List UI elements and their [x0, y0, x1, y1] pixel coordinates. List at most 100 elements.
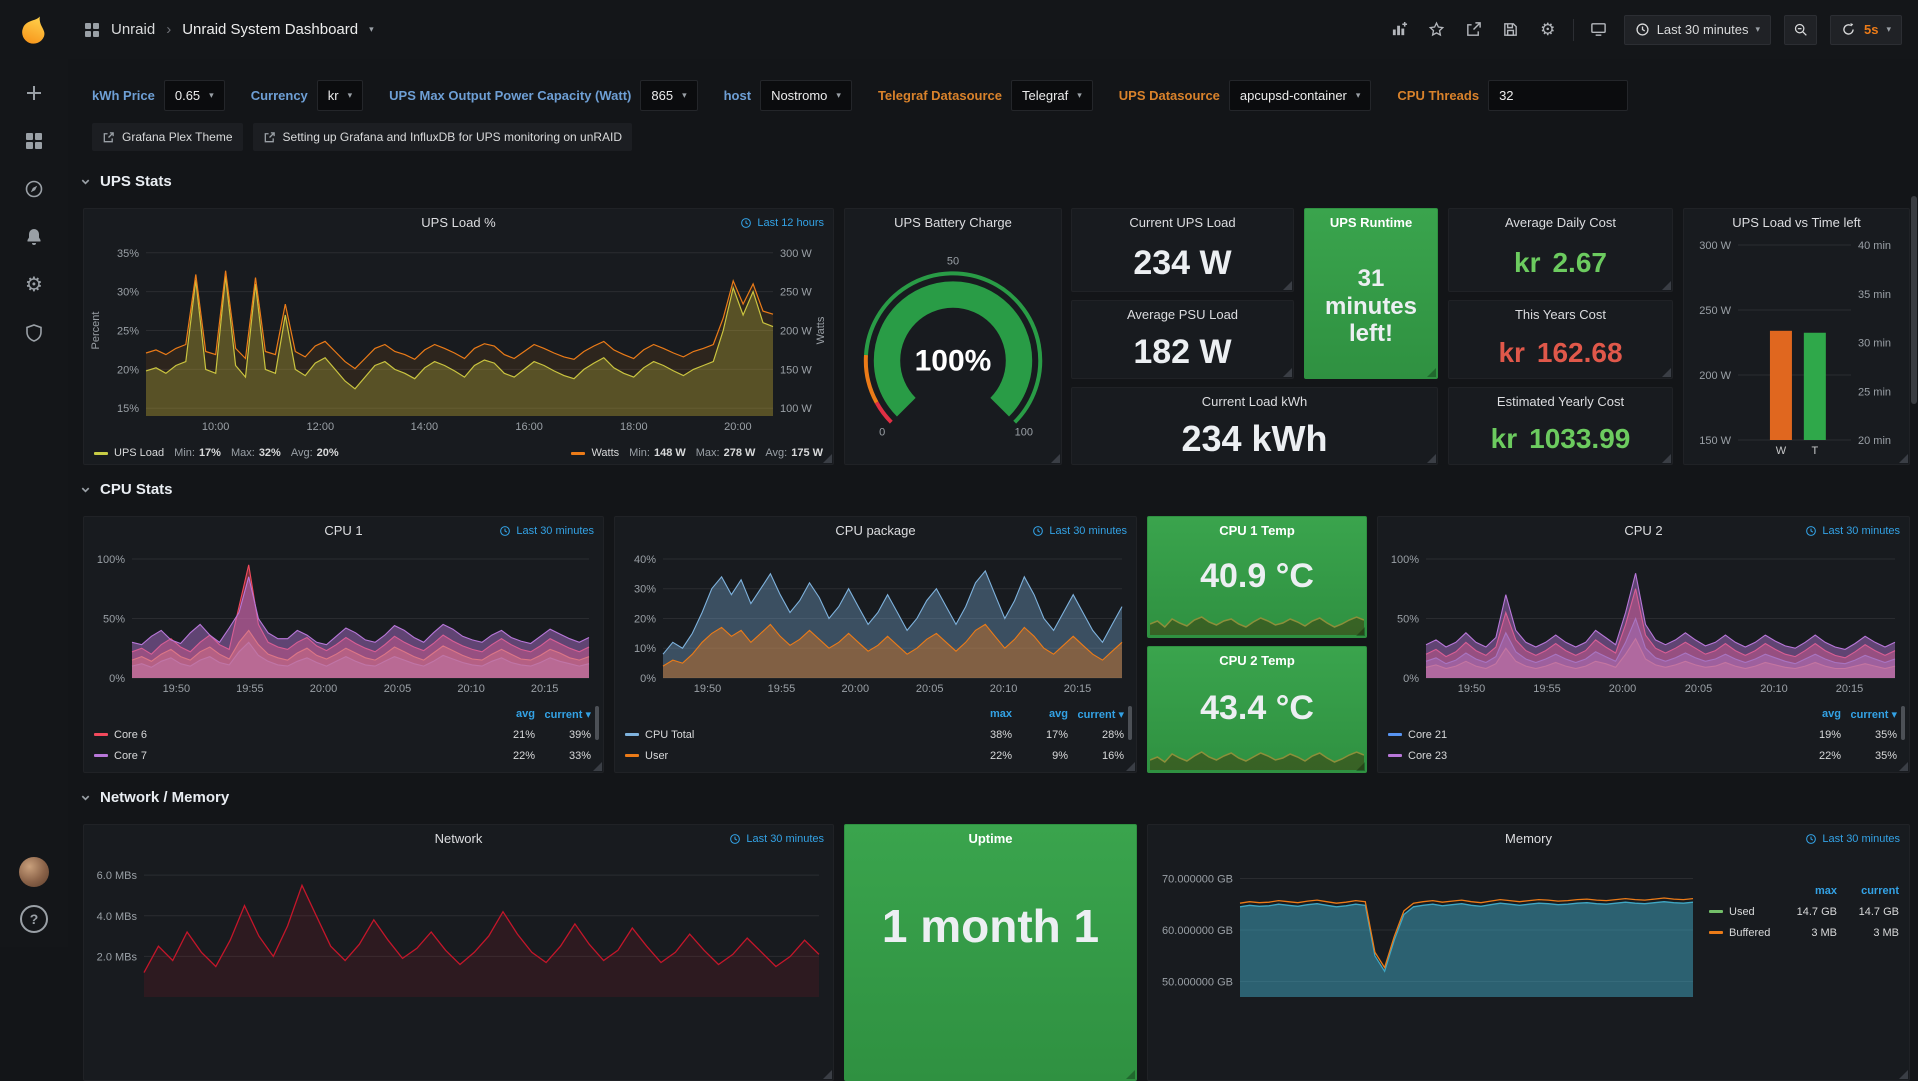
clock-icon — [1806, 526, 1817, 536]
panel-title[interactable]: Current Load kWh — [1072, 388, 1437, 416]
variable-value-dropdown[interactable]: apcupsd-container ▾ — [1228, 80, 1372, 111]
legend-col-max[interactable]: max — [1814, 885, 1837, 897]
legend-row[interactable]: Core 21 19% 35% — [1388, 724, 1897, 745]
legend-col-current[interactable]: current ▾ — [1077, 708, 1124, 721]
legend-col-avg[interactable]: avg — [516, 708, 535, 720]
ups-bars-chart[interactable]: 150 W 200 W 250 W 300 W 20 min 25 min 30 min 35… — [1688, 237, 1905, 458]
sidebar-item-configuration[interactable]: ⚙ — [23, 274, 45, 296]
refresh-interval-label[interactable]: 5s — [1864, 22, 1879, 37]
panel-title[interactable]: CPU package — [615, 517, 1136, 545]
legend-row[interactable]: Used 14.7 GB 14.7 GB — [1709, 901, 1899, 922]
panel-title[interactable]: CPU 1 Temp — [1148, 517, 1366, 545]
breadcrumb-separator: › — [166, 21, 172, 38]
legend-col-avg[interactable]: avg — [1049, 708, 1068, 720]
legend-item-ups-load[interactable]: UPS Load Min: 17% Max: 32% Avg: 20% — [94, 447, 339, 459]
legend-col-max[interactable]: max — [989, 708, 1012, 720]
topbar-actions: ⚙ Last 30 minutes ▾ 5s ▾ — [1388, 14, 1902, 45]
stat-value: 234 W — [1133, 243, 1232, 282]
caret-down-icon[interactable]: ▾ — [1886, 24, 1891, 34]
gear-icon: ⚙ — [1540, 20, 1556, 39]
panel-title[interactable]: UPS Load vs Time left — [1684, 209, 1909, 237]
section-network-memory[interactable]: Network / Memory — [80, 789, 229, 806]
network-chart[interactable]: 2.0 MBs 4.0 MBs 6.0 MBs — [88, 855, 829, 1005]
legend-scrollbar[interactable] — [595, 706, 599, 740]
legend-row[interactable]: CPU Total 38% 17% 28% — [625, 724, 1124, 745]
time-range-picker[interactable]: Last 30 minutes ▾ — [1623, 14, 1771, 45]
legend-scrollbar[interactable] — [1128, 706, 1132, 740]
panel-title-text: UPS Load vs Time left — [1732, 215, 1861, 230]
add-panel-icon — [1393, 21, 1408, 36]
ups-load-chart[interactable]: 15% 20% 25% 30% 35% 100 W 150 W 200 W 250 W 300 W… — [88, 237, 829, 434]
panel-title[interactable]: UPS Runtime — [1305, 209, 1437, 237]
panel-title[interactable]: Network — [84, 825, 833, 853]
panel-title[interactable]: Memory — [1148, 825, 1909, 853]
zoom-out-button[interactable] — [1784, 14, 1817, 45]
panel-title[interactable]: CPU 2 Temp — [1148, 647, 1366, 675]
sidebar-item-dashboards[interactable] — [23, 130, 45, 152]
sidebar-item-alerting[interactable] — [23, 226, 45, 248]
cpu2-chart[interactable]: 0% 50% 100% 19:50 19:55 20:00 20:05 20:10 20:15 — [1382, 545, 1905, 696]
variable-label: UPS Datasource — [1118, 88, 1220, 103]
variable-value-dropdown[interactable]: Nostromo ▾ — [760, 80, 852, 111]
variable-text-input[interactable]: 32 — [1488, 80, 1629, 111]
share-button[interactable] — [1462, 18, 1486, 42]
help-button[interactable]: ? — [20, 905, 48, 933]
legend-col-current[interactable]: current ▾ — [544, 708, 591, 721]
panel-title[interactable]: CPU 1 — [84, 517, 603, 545]
section-ups-stats[interactable]: UPS Stats — [80, 173, 172, 190]
battery-gauge[interactable]: 0 50 100 100% — [853, 237, 1053, 460]
variable-value: apcupsd-container — [1239, 88, 1347, 103]
star-button[interactable] — [1425, 18, 1449, 42]
legend-item-watts[interactable]: Watts Min: 148 W Max: 278 W Avg: 175 W — [571, 447, 823, 459]
panel-title[interactable]: UPS Battery Charge — [845, 209, 1061, 237]
panel-title[interactable]: Estimated Yearly Cost — [1449, 388, 1672, 416]
caret-down-icon[interactable]: ▾ — [369, 24, 374, 34]
panel-title[interactable]: Current UPS Load — [1072, 209, 1293, 237]
stat-value: kr 2.67 — [1449, 235, 1672, 291]
legend-col-current[interactable]: current ▾ — [1850, 708, 1897, 721]
sidebar-item-server-admin[interactable] — [23, 322, 45, 344]
avatar[interactable] — [19, 857, 49, 887]
panel-title[interactable]: This Years Cost — [1449, 301, 1672, 329]
cpu1-chart[interactable]: 0% 50% 100% 19:50 19:55 20:00 20:05 20:10 20:15 — [88, 545, 599, 696]
legend-col-avg[interactable]: avg — [1822, 708, 1841, 720]
svg-text:19:55: 19:55 — [1533, 683, 1561, 695]
variable-value-dropdown[interactable]: Telegraf ▾ — [1010, 80, 1093, 111]
refresh-button[interactable]: 5s ▾ — [1830, 14, 1902, 45]
caret-down-icon: ▾ — [1355, 90, 1361, 100]
add-panel-button[interactable] — [1388, 18, 1412, 42]
variable-value-dropdown[interactable]: 865 ▾ — [640, 80, 698, 111]
panel-title[interactable]: Average Daily Cost — [1449, 209, 1672, 237]
breadcrumb-folder[interactable]: Unraid — [111, 21, 156, 38]
dashboard-link-ups-monitoring-guide[interactable]: Setting up Grafana and InfluxDB for UPS … — [252, 123, 633, 151]
section-cpu-stats[interactable]: CPU Stats — [80, 481, 173, 498]
series-swatch — [1388, 733, 1402, 736]
legend-row[interactable]: Buffered 3 MB 3 MB — [1709, 922, 1899, 943]
variable-value-dropdown[interactable]: kr ▾ — [316, 80, 364, 111]
cpu-package-chart[interactable]: 0% 10% 20% 30% 40% 19:50 19:55 20:00 20:05 20:10 2… — [619, 545, 1132, 696]
create-button[interactable] — [23, 82, 45, 104]
legend-row[interactable]: Core 23 22% 35% — [1388, 745, 1897, 766]
panel-title[interactable]: Average PSU Load — [1072, 301, 1293, 329]
clock-icon — [1806, 834, 1817, 844]
page-title[interactable]: Unraid System Dashboard — [182, 21, 359, 38]
cycle-view-button[interactable] — [1587, 18, 1611, 42]
legend-scrollbar[interactable] — [1901, 706, 1905, 740]
panel-title[interactable]: Uptime — [845, 825, 1136, 853]
sidebar-item-explore[interactable] — [23, 178, 45, 200]
memory-chart[interactable]: 50.000000 GB 60.000000 GB 70.000000 GB — [1152, 855, 1701, 1005]
save-button[interactable] — [1499, 18, 1523, 42]
grafana-logo[interactable] — [15, 12, 53, 50]
series-swatch — [1388, 754, 1402, 757]
dashboard-settings-button[interactable]: ⚙ — [1536, 18, 1560, 42]
panel-title[interactable]: CPU 2 — [1378, 517, 1909, 545]
legend-row[interactable]: Core 7 22% 33% — [94, 745, 591, 766]
variable-value-dropdown[interactable]: 0.65 ▾ — [163, 80, 225, 111]
panel-time-override: Last 12 hours — [740, 217, 824, 229]
legend-row[interactable]: Core 6 21% 39% — [94, 724, 591, 745]
legend-col-current[interactable]: current — [1861, 885, 1899, 897]
legend-row[interactable]: User 22% 9% 16% — [625, 745, 1124, 766]
dashboard-link-grafana-plex-theme[interactable]: Grafana Plex Theme — [92, 123, 243, 151]
panel-title[interactable]: UPS Load % — [84, 209, 833, 237]
page-scrollbar[interactable] — [1911, 196, 1917, 404]
